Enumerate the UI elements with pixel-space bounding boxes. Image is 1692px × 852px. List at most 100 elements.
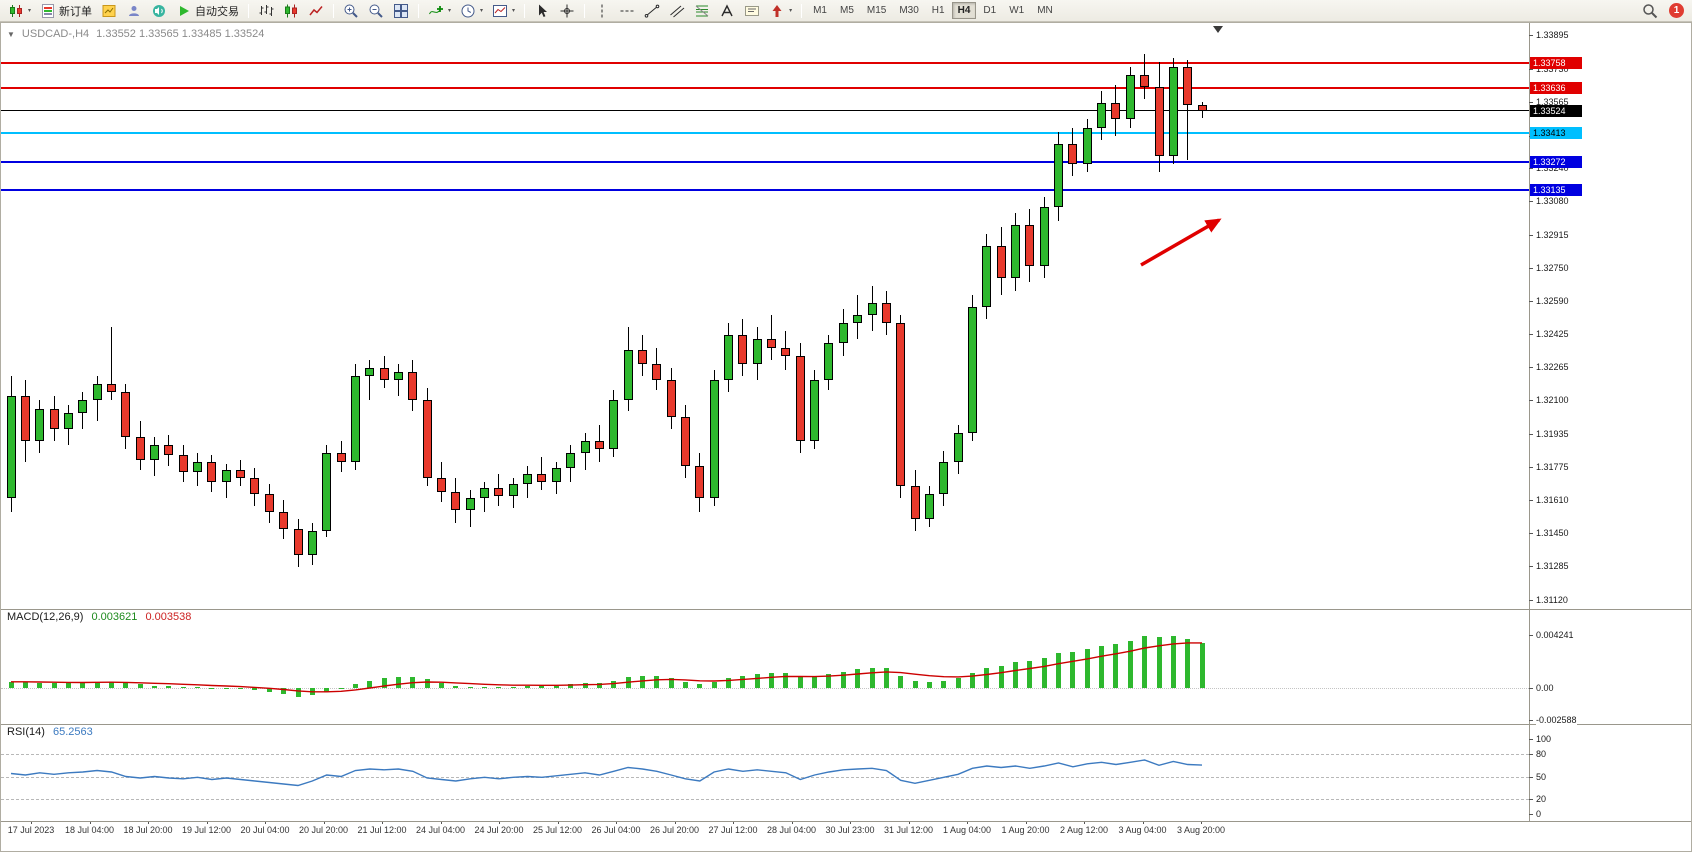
- rsi-level-line: [1, 754, 1529, 755]
- candle-wick: [369, 359, 371, 401]
- price-label-badge: 1.33272: [1530, 155, 1582, 168]
- candle-body: [623, 349, 633, 401]
- candle-body: [910, 485, 920, 519]
- candle-body: [982, 245, 992, 307]
- timeframe-w1-button[interactable]: W1: [1003, 2, 1030, 19]
- price-tick-dash: [1529, 532, 1533, 534]
- templates-button[interactable]: ▾: [488, 1, 519, 21]
- horizontal-line[interactable]: [1, 188, 1529, 191]
- price-tick-dash: [1529, 68, 1533, 70]
- toolbar-right: 1: [1638, 1, 1688, 21]
- horizontal-line[interactable]: [1, 160, 1529, 163]
- title-collapse-icon[interactable]: ▼: [7, 29, 15, 39]
- tile-windows-icon: [393, 3, 409, 19]
- bar-chart-button[interactable]: [254, 1, 278, 21]
- price-tick-label: 1.32265: [1536, 361, 1569, 372]
- time-tick: [674, 821, 676, 824]
- candle-wick: [110, 327, 112, 401]
- zoom-out-button[interactable]: [364, 1, 388, 21]
- market-watch-icon: [101, 3, 117, 19]
- line-chart-button[interactable]: [304, 1, 328, 21]
- horizontal-line[interactable]: [1, 86, 1529, 89]
- candle-body: [523, 473, 533, 484]
- candle-body: [451, 492, 461, 511]
- candlestick-chart-button[interactable]: ▾: [4, 1, 35, 21]
- timeframe-mn-button[interactable]: MN: [1031, 2, 1059, 19]
- candle-body: [236, 469, 246, 478]
- candles-button[interactable]: [279, 1, 303, 21]
- price-tick-dash: [1529, 168, 1533, 170]
- market-watch-button[interactable]: [97, 1, 121, 21]
- crosshair-button[interactable]: [555, 1, 579, 21]
- alerts-button[interactable]: [147, 1, 171, 21]
- text-icon: [719, 3, 735, 19]
- candle-body: [422, 400, 432, 478]
- macd-panel-separator[interactable]: [1, 609, 1691, 610]
- periods-button[interactable]: ▾: [456, 1, 487, 21]
- candle-body: [92, 384, 102, 401]
- chart-shift-marker[interactable]: [1213, 26, 1223, 33]
- timeframe-m30-button[interactable]: M30: [893, 2, 924, 19]
- candle-body: [1011, 225, 1020, 279]
- fibo-icon: [694, 3, 710, 19]
- time-axis-label: 3 Aug 04:00: [1118, 825, 1167, 835]
- vline-button[interactable]: [590, 1, 614, 21]
- price-tick-dash: [1529, 268, 1533, 270]
- trendline-button[interactable]: [640, 1, 664, 21]
- time-axis-label: 1 Aug 20:00: [1001, 825, 1050, 835]
- horizontal-line[interactable]: [1, 132, 1529, 135]
- chart-title: ▼ USDCAD-,H4 1.33552 1.33565 1.33485 1.3…: [7, 28, 264, 40]
- timeframe-h1-button[interactable]: H1: [926, 2, 951, 19]
- price-label-badge: 1.33413: [1530, 127, 1582, 140]
- rsi-panel-separator[interactable]: [1, 724, 1691, 725]
- time-axis-label: 3 Aug 20:00: [1176, 825, 1226, 835]
- macd-label: MACD(12,26,9) 0.003621 0.003538: [7, 611, 196, 623]
- toolbar-separator: [333, 3, 335, 18]
- time-tick: [31, 821, 32, 824]
- zoom-in-button[interactable]: [339, 1, 363, 21]
- fibo-button[interactable]: [690, 1, 714, 21]
- price-axis: 1.338951.337301.335651.334001.332401.330…: [1, 23, 1691, 851]
- timeframe-m5-button[interactable]: M5: [834, 2, 860, 19]
- candle-body: [537, 473, 547, 482]
- toolbar-separator: [584, 3, 586, 18]
- candle-body: [594, 441, 604, 450]
- timeframe-m15-button[interactable]: M15: [861, 2, 892, 19]
- chevron-down-icon: ▾: [448, 8, 452, 14]
- toolbar-separator: [801, 3, 803, 18]
- candle-body: [322, 453, 332, 531]
- price-tick-label: 1.33240: [1536, 163, 1569, 174]
- indicators-button[interactable]: ▾: [424, 1, 455, 21]
- cursor-button[interactable]: [530, 1, 554, 21]
- label-button[interactable]: [740, 1, 764, 21]
- tile-windows-button[interactable]: [389, 1, 413, 21]
- arrows-button[interactable]: ▾: [765, 1, 796, 21]
- candle-body: [652, 363, 662, 381]
- horizontal-line[interactable]: [1, 61, 1529, 64]
- timeframe-d1-button[interactable]: D1: [977, 2, 1002, 19]
- price-tick-label: 1.31120: [1536, 595, 1568, 605]
- macd-main-value: 0.003621: [91, 611, 138, 623]
- notification-badge[interactable]: 1: [1669, 3, 1684, 18]
- timeframe-h4-button[interactable]: H4: [951, 2, 977, 19]
- candle-body: [881, 302, 891, 324]
- hline-button[interactable]: [615, 1, 639, 21]
- new-order-label: 新订单: [59, 5, 93, 18]
- timeframe-buttons: M1 M5 M15 M30 H1 H4 D1 W1 MN: [807, 2, 1059, 19]
- channel-button[interactable]: [665, 1, 689, 21]
- candle-body: [250, 477, 260, 495]
- price-tick-dash: [1529, 500, 1533, 502]
- candle-body: [293, 528, 303, 556]
- candle-body: [1039, 207, 1049, 267]
- autotrading-button[interactable]: 自动交易: [172, 1, 243, 21]
- price-tick-dash: [1529, 35, 1533, 36]
- candle-body: [63, 412, 73, 429]
- candle-body: [551, 467, 561, 482]
- profiles-button[interactable]: [122, 1, 146, 21]
- price-tick-label: 1.32100: [1536, 395, 1569, 406]
- new-order-button[interactable]: 新订单: [36, 1, 96, 21]
- candle-body: [1111, 103, 1121, 120]
- text-button[interactable]: [715, 1, 739, 21]
- timeframe-m1-button[interactable]: M1: [807, 2, 833, 19]
- search-button[interactable]: [1638, 1, 1662, 21]
